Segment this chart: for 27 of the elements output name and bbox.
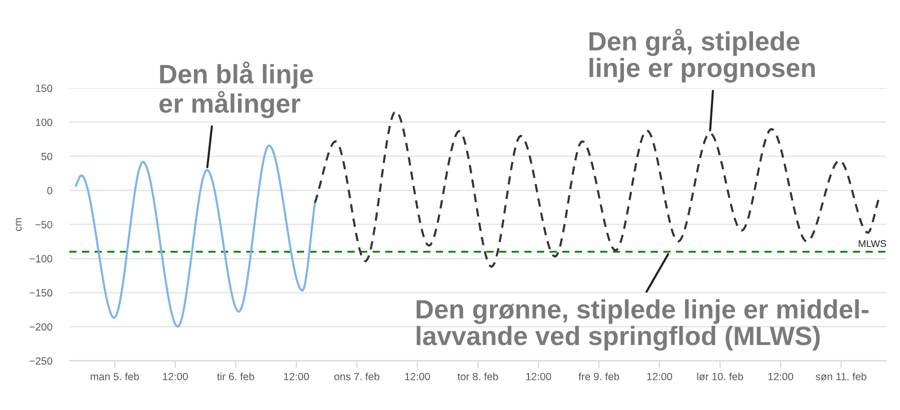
y-tick-label: −150 [30,289,52,297]
y-tick-label: −100 [30,255,52,262]
x-tick-label: 12:00 [768,372,794,380]
y-tick-label: −200 [30,323,52,331]
x-tick-label: 12:00 [405,372,430,380]
x-tick-label: 12:00 [526,372,552,380]
y-axis-title: cm [16,218,22,231]
annotation: Den blå linje er målinger [159,62,313,118]
y-tick-label: 100 [36,118,52,126]
x-tick-label: 12:00 [162,372,188,380]
x-tick-label: tir 6. feb [217,372,254,380]
x-tick-label: fre 9. feb [578,372,620,380]
y-tick-label: −250 [30,357,52,365]
y-tick-label: 50 [41,152,52,160]
x-tick-label: man 5. feb [90,372,139,380]
annotation: Den grønne, stiplede linje er middel- lavvande ved springflod (MLWS) [416,299,868,351]
x-tick-label: ons 7. feb [334,372,380,380]
annotation: Den grå, stiplede linje er prognosen [589,28,815,83]
x-tick-label: søn 11. feb [816,372,866,380]
ref-line-label: MLWS [858,240,886,248]
y-tick-label: 0 [47,186,52,194]
x-tick-label: 12:00 [647,372,672,380]
y-tick-label: −50 [35,220,52,228]
x-tick-label: tor 8. feb [458,372,498,380]
x-tick-label: lør 10. feb [697,372,744,380]
x-tick-label: 12:00 [284,372,309,380]
y-tick-label: 150 [36,84,52,92]
